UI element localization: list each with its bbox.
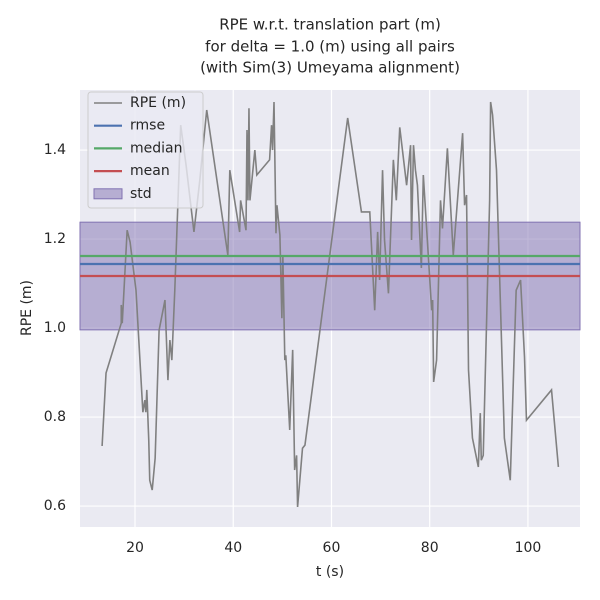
chart-title: RPE w.r.t. translation part (m) [219, 16, 441, 34]
legend-swatch [93, 188, 123, 200]
x-tick-label: 40 [224, 540, 242, 556]
legend-label: rmse [130, 118, 165, 134]
y-tick-label: 1.0 [44, 320, 66, 336]
x-tick-label: 20 [126, 540, 144, 556]
y-tick-label: 1.2 [44, 231, 66, 247]
y-tick-label: 1.4 [44, 142, 66, 158]
legend-box [87, 91, 204, 209]
x-tick-label: 60 [323, 540, 341, 556]
x-tick-label: 80 [421, 540, 439, 556]
x-axis-label: t (s) [316, 564, 344, 580]
x-tick-label: 100 [515, 540, 542, 556]
chart-title: for delta = 1.0 (m) using all pairs [205, 38, 455, 56]
legend-label: mean [130, 163, 170, 179]
y-tick-label: 0.6 [44, 498, 66, 514]
legend-label: RPE (m) [130, 95, 186, 111]
legend-label: std [130, 186, 152, 202]
legend-label: median [130, 140, 182, 156]
y-axis-label: RPE (m) [19, 280, 35, 336]
data-line [101, 101, 560, 508]
y-tick-label: 0.8 [44, 409, 66, 425]
chart-title: (with Sim(3) Umeyama alignment) [200, 59, 460, 77]
